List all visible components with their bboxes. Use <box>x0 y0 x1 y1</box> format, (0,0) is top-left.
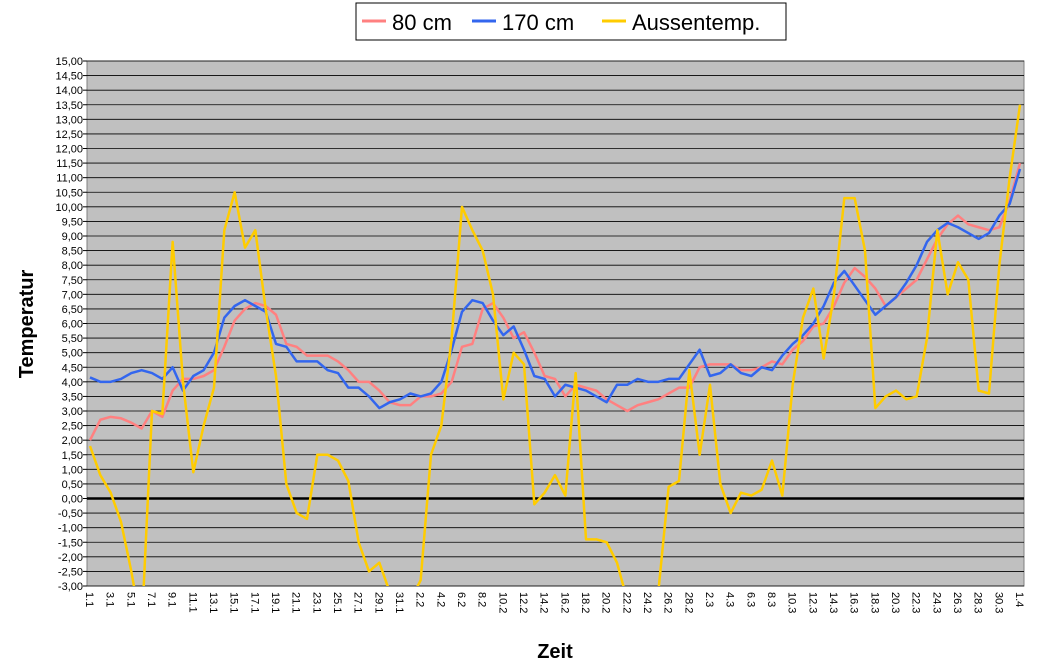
legend-label: Aussentemp. <box>632 10 760 35</box>
y-tick-label: 1,50 <box>62 450 83 462</box>
y-tick-label: 13,50 <box>55 100 83 112</box>
x-tick-label: 29.1 <box>372 592 384 613</box>
y-tick-label: 5,50 <box>62 333 83 345</box>
x-tick-label: 25.1 <box>331 592 343 613</box>
y-tick-label: 6,00 <box>62 319 83 331</box>
x-tick-label: 15.1 <box>228 592 240 613</box>
y-axis-label: Temperatur <box>16 270 38 379</box>
x-tick-label: 26.3 <box>951 592 963 613</box>
y-tick-label: -0,50 <box>58 508 83 520</box>
y-tick-label: 11,00 <box>56 173 83 185</box>
line-series <box>89 168 1022 410</box>
legend-label: 80 cm <box>392 10 452 35</box>
x-tick-label: 20.3 <box>889 592 901 613</box>
x-tick-label: 12.3 <box>806 592 818 613</box>
x-tick-label: 5.1 <box>124 592 136 607</box>
x-tick-label: 8.2 <box>476 592 488 607</box>
x-tick-label: 3.1 <box>104 592 116 607</box>
x-tick-label: 28.3 <box>972 592 984 613</box>
y-tick-label: 5,00 <box>62 348 83 360</box>
x-tick-label: 23.1 <box>310 592 322 613</box>
x-tick-label: 2.3 <box>703 592 715 607</box>
x-tick-label: 7.1 <box>145 592 157 607</box>
x-tick-label: 20.2 <box>600 592 612 613</box>
y-tick-label: 3,50 <box>62 391 83 403</box>
y-tick-label: -2,00 <box>58 552 83 564</box>
y-tick-label: 7,00 <box>62 289 83 301</box>
x-tick-label: 19.1 <box>269 592 281 613</box>
y-tick-label: 11,50 <box>56 158 83 170</box>
x-tick-label: 4.3 <box>724 592 736 607</box>
x-axis-label: Zeit <box>537 641 573 663</box>
x-tick-label: 2.2 <box>414 592 426 607</box>
y-tick-label: 0,50 <box>62 479 83 491</box>
x-tick-label: 28.2 <box>682 592 694 613</box>
x-tick-label: 26.2 <box>662 592 674 613</box>
x-tick-label: 10.3 <box>786 592 798 613</box>
x-tick-label: 4.2 <box>434 592 446 607</box>
y-tick-label: 14,50 <box>55 71 83 83</box>
x-tick-label: 18.2 <box>579 592 591 613</box>
y-tick-label: 8,00 <box>62 260 83 272</box>
x-tick-label: 8.3 <box>765 592 777 607</box>
x-tick-label: 11.1 <box>186 592 198 613</box>
x-tick-label: 14.2 <box>538 592 550 613</box>
line-series <box>88 104 1022 586</box>
x-tick-label: 22.2 <box>620 592 632 613</box>
y-tick-label: 8,50 <box>62 246 83 258</box>
line-series <box>88 162 1022 441</box>
x-tick-label: 14.3 <box>827 592 839 613</box>
x-tick-label: 21.1 <box>290 592 302 613</box>
y-tick-label: 9,50 <box>62 216 83 228</box>
x-tick-label: 16.3 <box>848 592 860 613</box>
x-tick-label: 1.1 <box>83 592 95 607</box>
y-tick-label: 4,50 <box>62 362 83 374</box>
labels: 15,00 14,50 14,00 13,50 13,00 12,50 12,00 11,50… <box>55 56 1025 613</box>
x-tick-label: 1.4 <box>1013 592 1025 607</box>
grid <box>87 60 1024 587</box>
y-tick-label: -3,00 <box>58 581 83 593</box>
y-tick-label: 10,00 <box>55 202 83 214</box>
x-tick-label: 10.2 <box>496 592 508 613</box>
y-tick-label: 12,50 <box>55 129 83 141</box>
y-tick-label: 2,50 <box>62 421 83 433</box>
y-tick-label: -1,00 <box>58 523 83 535</box>
y-tick-label: 15,00 <box>55 56 83 68</box>
y-tick-label: 1,00 <box>62 464 83 476</box>
y-tick-label: 14,00 <box>55 85 83 97</box>
y-tick-label: 6,50 <box>62 304 83 316</box>
lines <box>88 104 1022 586</box>
y-tick-label: 12,00 <box>55 144 83 156</box>
x-tick-label: 13.1 <box>207 592 219 613</box>
y-tick-label: 2,00 <box>62 435 83 447</box>
legend-box <box>355 2 787 41</box>
legend: 80 cm 170 cm Aussentemp. <box>362 10 760 35</box>
x-tick-label: 24.2 <box>641 592 653 613</box>
x-tick-label: 18.3 <box>868 592 880 613</box>
y-tick-label: 7,50 <box>62 275 83 287</box>
x-tick-label: 24.3 <box>930 592 942 613</box>
y-tick-label: -1,50 <box>58 537 83 549</box>
x-tick-label: 9.1 <box>166 592 178 607</box>
y-tick-label: 13,00 <box>55 114 83 126</box>
y-tick-label: 0,00 <box>62 494 83 506</box>
x-tick-label: 22.3 <box>910 592 922 613</box>
legend-label: 170 cm <box>502 10 574 35</box>
y-tick-label: 3,00 <box>62 406 83 418</box>
x-tick-label: 16.2 <box>558 592 570 613</box>
y-tick-label: 9,00 <box>62 231 83 243</box>
x-tick-label: 6.2 <box>455 592 467 607</box>
y-tick-label: 4,00 <box>62 377 83 389</box>
y-tick-label: -2,50 <box>58 566 83 578</box>
y-tick-label: 10,50 <box>55 187 83 199</box>
x-tick-label: 27.1 <box>352 592 364 613</box>
x-tick-label: 6.3 <box>744 592 756 607</box>
x-tick-label: 12.2 <box>517 592 529 613</box>
x-tick-label: 31.1 <box>393 592 405 613</box>
x-tick-label: 30.3 <box>992 592 1004 613</box>
x-tick-label: 17.1 <box>248 592 260 613</box>
